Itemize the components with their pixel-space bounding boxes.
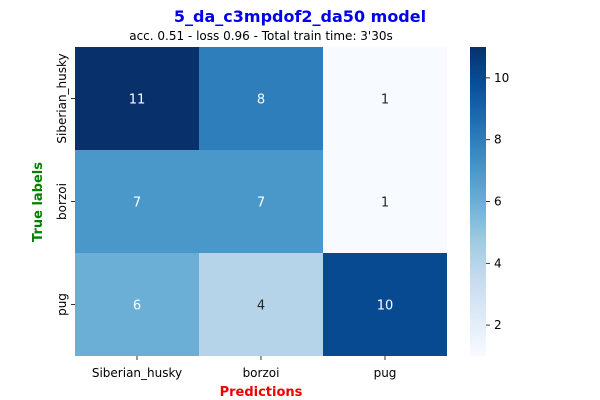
- colorbar-tick-label: 8: [494, 133, 502, 147]
- heatmap-cell: [323, 253, 447, 356]
- cell-value-label: 7: [133, 196, 141, 211]
- x-axis-label: Predictions: [220, 385, 303, 400]
- y-axis-label: True labels: [31, 162, 46, 242]
- colorbar-tick-label: 2: [494, 318, 502, 332]
- cell-value-label: 8: [257, 93, 265, 108]
- heatmap-cell: [75, 47, 199, 150]
- x-tick-label: pug: [374, 366, 397, 380]
- colorbar-tick-label: 4: [494, 256, 502, 270]
- colorbar-tick-label: 6: [494, 195, 502, 209]
- heatmap-cell: [199, 47, 323, 150]
- x-tick-label: borzoi: [243, 366, 280, 380]
- chart-subtitle: acc. 0.51 - loss 0.96 - Total train time…: [129, 29, 393, 43]
- cell-value-label: 1: [381, 196, 389, 211]
- x-axis-ticks: Siberian_husky borzoi pug: [92, 356, 397, 380]
- x-tick-label: Siberian_husky: [92, 366, 182, 380]
- y-tick-label: pug: [55, 293, 69, 316]
- cell-value-label: 1: [381, 93, 389, 108]
- colorbar: 2 4 6 8 10: [470, 47, 509, 356]
- heatmap-cell: [323, 47, 447, 150]
- colorbar-tick-label: 10: [494, 71, 509, 85]
- heatmap-cell: [75, 253, 199, 356]
- cell-value-label: 6: [133, 299, 141, 314]
- heatmap-cells: 11 8 1 7 7 1 6 4 10: [75, 47, 447, 356]
- y-tick-label: borzoi: [55, 183, 69, 220]
- heatmap-cell: [75, 150, 199, 253]
- cell-value-label: 4: [257, 299, 265, 314]
- cell-value-label: 10: [377, 299, 394, 314]
- cell-value-label: 11: [129, 93, 146, 108]
- y-tick-label: Siberian_husky: [55, 53, 69, 143]
- colorbar-gradient: [470, 47, 486, 356]
- heatmap-cell: [199, 150, 323, 253]
- heatmap-cell: [199, 253, 323, 356]
- cell-value-label: 7: [257, 196, 265, 211]
- chart-title: 5_da_c3mpdof2_da50 model: [174, 7, 426, 26]
- heatmap-cell: [323, 150, 447, 253]
